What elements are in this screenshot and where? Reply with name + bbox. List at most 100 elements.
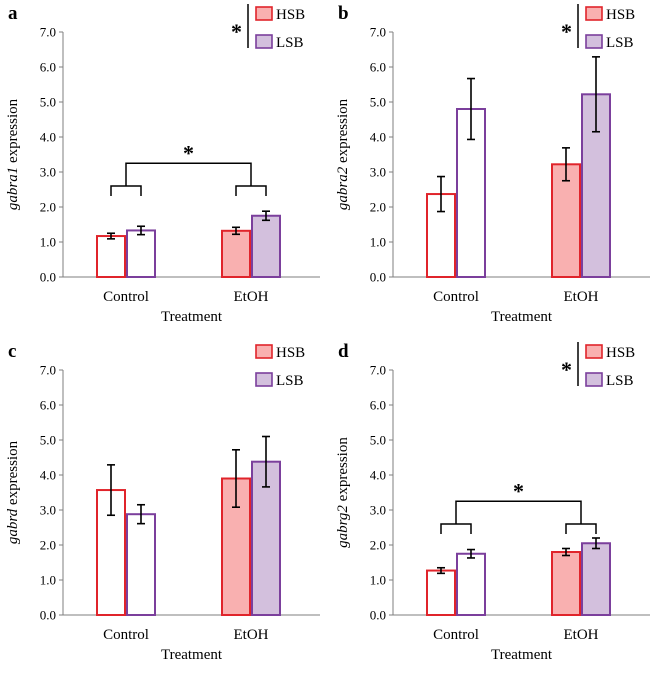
legend: HSB LSB * [561,342,635,389]
bar-lsb-control [456,108,486,278]
legend-swatch-lsb [585,34,603,49]
y-axis-suffix: expression [5,98,21,166]
legend-swatch-lsb [255,372,273,387]
chart-panel-a: a 0.0 1.0 2.0 3.0 4.0 5.0 6.0 7.0 gabra1 expressi… [0,0,330,338]
x-tick-label: Control [103,627,149,643]
legend-sig-star: * [561,19,572,44]
y-tick-label: 1.0 [40,573,56,588]
y-axis-title: gabrg2 expression [335,437,351,548]
y-tick-label: 1.0 [40,235,56,250]
legend-swatch-hsb [255,6,273,21]
bracket-star: * [513,478,524,503]
legend-label-hsb: HSB [276,345,305,361]
bar-hsb-etoh [221,229,251,279]
bar-lsb-control [456,552,486,616]
legend-swatch-hsb [585,344,603,359]
legend: HSB LSB [255,344,305,389]
y-tick-label: 0.0 [370,270,386,285]
panel-letter: a [8,3,18,24]
bar-hsb-control [426,569,456,617]
x-tick-label: EtOH [564,627,599,643]
y-axis-gene: gabra1 [5,167,21,210]
y-tick-label: 4.0 [40,130,56,145]
y-tick-label: 2.0 [370,200,386,215]
y-tick-label: 7.0 [370,25,386,40]
chart-svg-a: a 0.0 1.0 2.0 3.0 4.0 5.0 6.0 7.0 gabra1 expressi… [5,3,320,325]
legend: HSB LSB * [231,4,305,51]
bar-lsb-control [126,229,156,278]
y-axis-gene: gabra2 [335,166,351,210]
y-tick-label: 2.0 [40,200,56,215]
group-bracket [440,523,472,534]
y-tick-label: 4.0 [370,468,386,483]
chart-svg-d: d 0.0 1.0 2.0 3.0 4.0 5.0 6.0 7.0 gabrg2 expressi… [335,341,650,663]
y-tick-label: 5.0 [40,95,56,110]
y-tick-label: 3.0 [40,165,56,180]
y-tick-label: 6.0 [370,398,386,413]
legend-label-hsb: HSB [276,7,305,23]
bar-hsb-control [96,235,126,279]
y-tick-label: 1.0 [370,573,386,588]
chart-panel-d: d 0.0 1.0 2.0 3.0 4.0 5.0 6.0 7.0 gabrg2 expressi… [330,338,660,676]
y-axis-title: gabra1 expression [5,98,21,210]
panel-letter: d [338,341,349,362]
y-tick-label: 4.0 [40,468,56,483]
group-bracket [110,185,142,196]
x-tick-label: Control [103,289,149,305]
legend-swatch-hsb [585,6,603,21]
y-axis-title: gabrd expression [5,440,21,544]
y-tick-label: 2.0 [370,538,386,553]
x-tick-label: EtOH [564,289,599,305]
y-tick-label: 1.0 [370,235,386,250]
bar-hsb-etoh [551,551,581,616]
legend-label-hsb: HSB [606,345,635,361]
legend-label-hsb: HSB [606,7,635,23]
y-tick-label: 3.0 [40,503,56,518]
panel-letter: b [338,3,349,24]
main-bracket [455,500,582,524]
significance-bracket: * [440,478,597,534]
y-axis-gene: gabrg2 [335,505,351,548]
y-tick-label: 0.0 [40,608,56,623]
y-axis-suffix: expression [5,440,21,508]
y-tick-label: 5.0 [40,433,56,448]
bar-hsb-control [426,193,456,278]
bar-lsb-etoh [581,542,611,616]
x-tick-label: Control [433,627,479,643]
chart-svg-c: c 0.0 1.0 2.0 3.0 4.0 5.0 6.0 7.0 gabrd expressio… [5,341,320,663]
legend-label-lsb: LSB [276,35,304,51]
bar-hsb-etoh [551,163,581,278]
legend-swatch-lsb [255,34,273,49]
y-axis-suffix: expression [335,437,351,505]
y-tick-label: 6.0 [40,398,56,413]
bar-lsb-etoh [251,214,281,278]
y-tick-label: 4.0 [370,130,386,145]
group-bracket [565,523,597,534]
y-axis-title: gabra2 expression [335,98,351,210]
y-tick-label: 7.0 [370,363,386,378]
x-tick-label: EtOH [234,627,269,643]
y-tick-label: 0.0 [370,608,386,623]
legend-label-lsb: LSB [276,373,304,389]
legend-swatch-lsb [585,372,603,387]
main-bracket [125,162,252,186]
chart-svg-b: b 0.0 1.0 2.0 3.0 4.0 5.0 6.0 7.0 gabra2 expressi… [335,3,650,325]
legend-swatch-hsb [255,344,273,359]
x-axis-title: Treatment [161,647,223,663]
bar-lsb-control [126,513,156,616]
y-tick-label: 3.0 [370,503,386,518]
panel-letter: c [8,341,16,362]
y-axis-suffix: expression [335,98,351,166]
y-axis-gene: gabrd [5,508,21,544]
y-tick-label: 7.0 [40,25,56,40]
legend-label-lsb: LSB [606,35,634,51]
x-axis-title: Treatment [491,647,553,663]
chart-panel-b: b 0.0 1.0 2.0 3.0 4.0 5.0 6.0 7.0 gabra2 expressi… [330,0,660,338]
y-tick-label: 5.0 [370,433,386,448]
x-axis-title: Treatment [491,309,553,325]
x-tick-label: Control [433,289,479,305]
chart-panel-c: c 0.0 1.0 2.0 3.0 4.0 5.0 6.0 7.0 gabrd expressio… [0,338,330,676]
y-tick-label: 3.0 [370,165,386,180]
significance-bracket: * [110,140,267,196]
legend-sig-star: * [561,357,572,382]
